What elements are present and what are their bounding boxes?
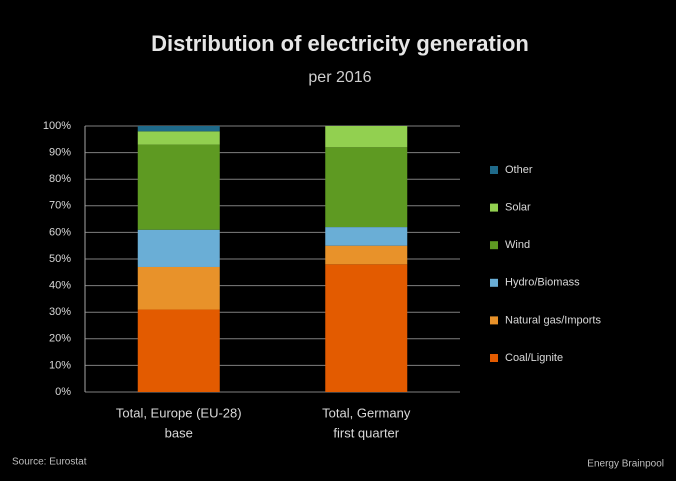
legend-swatch <box>490 166 498 174</box>
y-tick-label: 0% <box>55 386 71 398</box>
legend-swatch <box>490 354 498 362</box>
y-tick-label: 20% <box>49 333 71 345</box>
y-tick-label: 70% <box>49 200 71 212</box>
x-tick-sublabel: first quarter <box>333 425 399 440</box>
y-tick-label: 60% <box>49 226 71 238</box>
y-tick-label: 50% <box>49 253 71 265</box>
legend-swatch <box>490 203 498 212</box>
bar-segment <box>137 131 220 145</box>
x-tick-label: Total, Germany <box>322 405 411 420</box>
bar-segment <box>137 309 220 392</box>
legend-swatch <box>490 278 498 287</box>
legend-label: Hydro/Biomass <box>505 277 580 289</box>
x-tick-label: Total, Europe (EU-28) <box>116 405 242 420</box>
legend-label: Solar <box>505 202 531 214</box>
legend-swatch <box>490 316 498 325</box>
y-tick-label: 10% <box>49 359 71 371</box>
x-tick-sublabel: base <box>165 425 193 440</box>
bar-segment <box>325 264 408 392</box>
bar-segment <box>325 245 408 265</box>
legend-swatch <box>490 241 498 250</box>
bar-segment <box>137 144 220 230</box>
y-tick-label: 90% <box>49 147 71 159</box>
y-tick-label: 100% <box>43 120 71 132</box>
bar-segment <box>325 227 408 246</box>
bar-segment <box>137 229 220 267</box>
bar-segment <box>137 266 220 310</box>
legend-label: Coal/Lignite <box>505 352 563 364</box>
chart-subtitle: per 2016 <box>308 69 371 86</box>
legend-label: Other <box>505 164 533 176</box>
legend-label: Natural gas/Imports <box>505 314 601 326</box>
y-tick-label: 80% <box>49 173 71 185</box>
bar-segment <box>325 147 408 228</box>
bar-segment <box>325 126 408 148</box>
chart-title: Distribution of electricity generation <box>151 31 529 56</box>
y-tick-label: 30% <box>49 306 71 318</box>
legend-label: Wind <box>505 239 530 251</box>
source-note: Source: Eurostat <box>12 457 87 468</box>
credit-note: Energy Brainpool <box>587 459 664 470</box>
y-tick-label: 40% <box>49 280 71 292</box>
bar-segment <box>137 126 220 132</box>
